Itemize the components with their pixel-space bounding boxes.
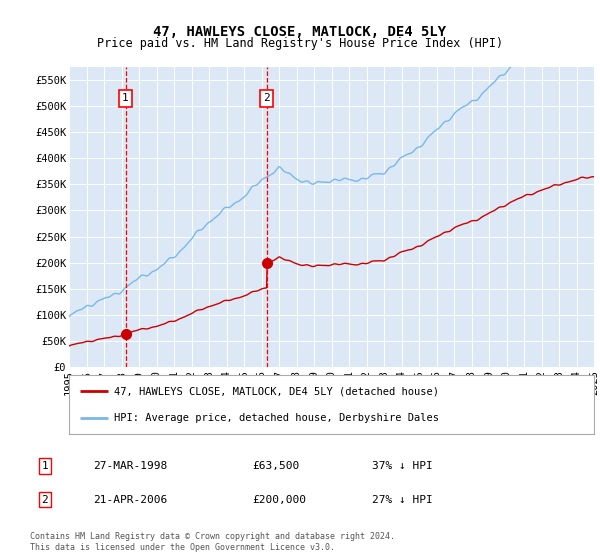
Text: 37% ↓ HPI: 37% ↓ HPI bbox=[372, 461, 433, 471]
Text: 1: 1 bbox=[122, 94, 129, 104]
Text: 27% ↓ HPI: 27% ↓ HPI bbox=[372, 494, 433, 505]
Text: 2: 2 bbox=[41, 494, 49, 505]
Text: 27-MAR-1998: 27-MAR-1998 bbox=[93, 461, 167, 471]
Text: 47, HAWLEYS CLOSE, MATLOCK, DE4 5LY (detached house): 47, HAWLEYS CLOSE, MATLOCK, DE4 5LY (det… bbox=[113, 386, 439, 396]
Text: 47, HAWLEYS CLOSE, MATLOCK, DE4 5LY: 47, HAWLEYS CLOSE, MATLOCK, DE4 5LY bbox=[154, 26, 446, 39]
Text: 1: 1 bbox=[41, 461, 49, 471]
Text: Contains HM Land Registry data © Crown copyright and database right 2024.
This d: Contains HM Land Registry data © Crown c… bbox=[30, 533, 395, 552]
Text: 21-APR-2006: 21-APR-2006 bbox=[93, 494, 167, 505]
Text: £200,000: £200,000 bbox=[252, 494, 306, 505]
Text: £63,500: £63,500 bbox=[252, 461, 299, 471]
Text: 2: 2 bbox=[263, 94, 270, 104]
Text: HPI: Average price, detached house, Derbyshire Dales: HPI: Average price, detached house, Derb… bbox=[113, 413, 439, 423]
Text: Price paid vs. HM Land Registry's House Price Index (HPI): Price paid vs. HM Land Registry's House … bbox=[97, 37, 503, 50]
